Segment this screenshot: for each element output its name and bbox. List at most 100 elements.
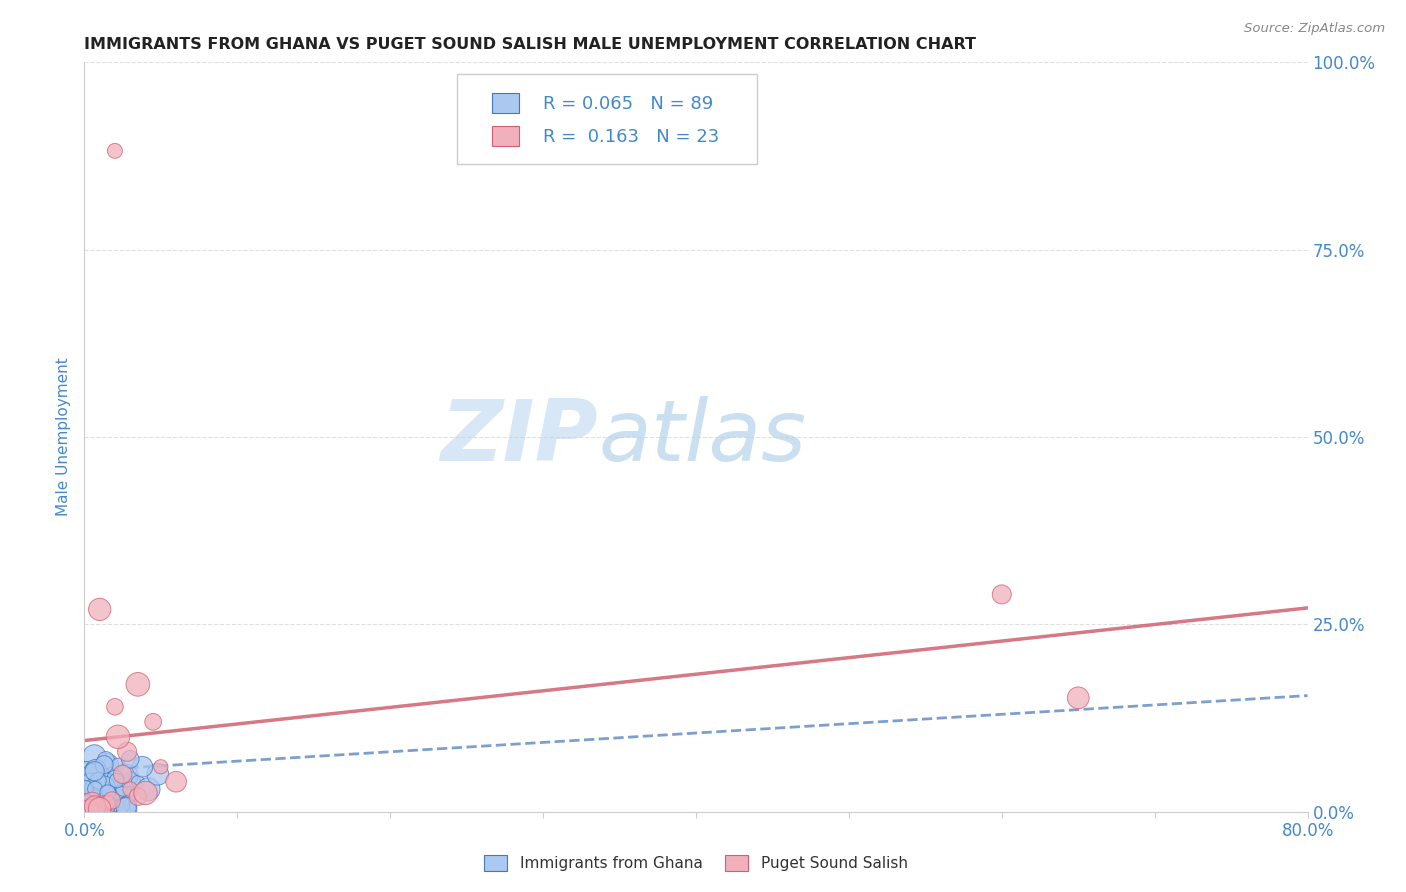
Point: [115, 801, 138, 815]
Legend: Immigrants from Ghana, Puget Sound Salish: Immigrants from Ghana, Puget Sound Salis…: [477, 847, 915, 879]
Point: [97, 804, 120, 818]
Point: [83, 774, 105, 789]
Point: [115, 769, 138, 783]
Point: [127, 677, 149, 691]
Point: [87, 773, 110, 788]
Point: [87, 804, 110, 818]
Point: [165, 774, 187, 789]
Point: [80, 797, 103, 812]
Point: [104, 802, 127, 816]
Point: [86, 801, 108, 815]
Point: [87, 802, 110, 816]
Point: [90, 797, 112, 811]
Point: [91, 799, 114, 814]
Point: [111, 767, 134, 781]
Point: [89, 795, 111, 809]
Point: [100, 786, 122, 800]
Point: [135, 786, 157, 800]
Point: [103, 793, 125, 807]
Point: [82, 773, 104, 788]
Point: [127, 789, 149, 804]
Point: [107, 758, 129, 772]
Point: [115, 745, 138, 759]
Point: [89, 791, 111, 805]
Point: [77, 802, 100, 816]
Point: [96, 792, 118, 806]
Point: [84, 781, 107, 796]
Point: [75, 780, 97, 795]
Point: [80, 799, 103, 814]
Point: [76, 780, 98, 794]
Point: [120, 752, 142, 766]
Point: [84, 781, 107, 796]
Point: [108, 797, 131, 812]
Point: [93, 780, 115, 794]
Point: [76, 782, 98, 797]
Point: [82, 766, 104, 780]
Point: [131, 760, 153, 774]
Point: [83, 789, 105, 803]
Point: [97, 804, 120, 818]
Point: [87, 769, 110, 783]
Point: [114, 787, 136, 801]
Point: [84, 802, 107, 816]
Point: [86, 789, 108, 804]
Point: [97, 787, 120, 801]
Point: [91, 774, 114, 789]
Point: [84, 791, 107, 805]
Point: [96, 796, 118, 810]
Point: [98, 778, 121, 792]
Point: [89, 792, 111, 806]
Point: [90, 784, 112, 798]
Point: [84, 782, 107, 797]
FancyBboxPatch shape: [492, 126, 519, 145]
Point: [97, 779, 120, 793]
Point: [105, 782, 128, 797]
Point: [75, 781, 97, 796]
Point: [115, 797, 138, 811]
Point: [97, 776, 120, 790]
Point: [89, 602, 111, 616]
Point: [97, 790, 120, 805]
Point: [105, 773, 128, 788]
Text: atlas: atlas: [598, 395, 806, 479]
Point: [94, 800, 117, 814]
Point: [93, 789, 115, 803]
Point: [94, 784, 117, 798]
Text: IMMIGRANTS FROM GHANA VS PUGET SOUND SALISH MALE UNEMPLOYMENT CORRELATION CHART: IMMIGRANTS FROM GHANA VS PUGET SOUND SAL…: [84, 37, 976, 52]
Point: [91, 798, 114, 813]
Point: [75, 795, 97, 809]
Point: [77, 779, 100, 793]
FancyBboxPatch shape: [457, 74, 758, 163]
Point: [97, 786, 120, 800]
Point: [115, 800, 138, 814]
Point: [94, 753, 117, 767]
Point: [101, 799, 124, 814]
Point: [82, 804, 104, 818]
Point: [84, 789, 107, 804]
Point: [101, 793, 124, 807]
Point: [89, 782, 111, 797]
Point: [991, 587, 1014, 601]
Point: [120, 774, 142, 789]
Text: Source: ZipAtlas.com: Source: ZipAtlas.com: [1244, 22, 1385, 36]
Point: [104, 772, 127, 786]
Point: [120, 782, 142, 797]
Point: [79, 774, 101, 789]
Point: [83, 749, 105, 764]
Point: [127, 774, 149, 789]
Point: [84, 801, 107, 815]
Point: [104, 144, 127, 158]
Text: ZIP: ZIP: [440, 395, 598, 479]
Point: [75, 777, 97, 791]
Point: [146, 767, 169, 781]
Point: [1067, 690, 1090, 705]
Point: [149, 760, 172, 774]
Point: [83, 764, 105, 779]
Point: [107, 730, 129, 744]
Point: [107, 783, 129, 797]
Point: [84, 763, 107, 777]
Point: [101, 772, 124, 786]
Point: [96, 757, 118, 772]
Text: R =  0.163   N = 23: R = 0.163 N = 23: [543, 128, 720, 145]
